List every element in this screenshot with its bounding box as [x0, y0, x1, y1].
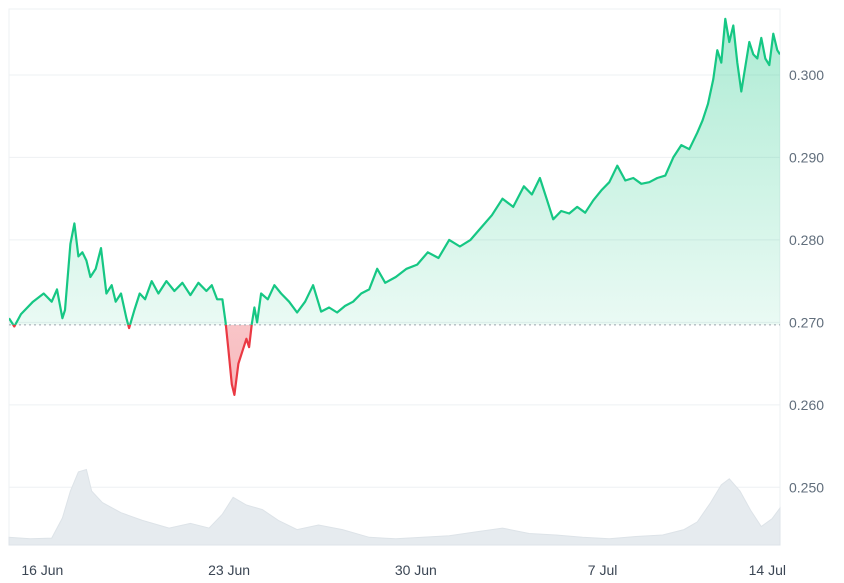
- volume-shape: [8, 468, 781, 546]
- area-above-baseline: [9, 18, 780, 325]
- y-tick-label: 0.250: [789, 479, 824, 495]
- y-tick-label: 0.270: [789, 314, 824, 330]
- x-tick-label: 16 Jun: [21, 562, 63, 578]
- x-tick-label: 30 Jun: [395, 562, 437, 578]
- y-tick-label: 0.300: [789, 67, 824, 83]
- y-axis-ticks: 0.250 0.260 0.270 0.280 0.290 0.300: [789, 67, 824, 495]
- x-tick-label: 23 Jun: [208, 562, 250, 578]
- y-tick-label: 0.280: [789, 232, 824, 248]
- area-below-baseline: [13, 324, 252, 395]
- x-tick-label: 14 Jul: [749, 562, 786, 578]
- x-tick-label: 7 Jul: [588, 562, 618, 578]
- price-area: [9, 18, 780, 395]
- price-line-above: [9, 17, 780, 325]
- y-tick-label: 0.290: [789, 149, 824, 165]
- x-axis-ticks: 16 Jun 23 Jun 30 Jun 7 Jul 14 Jul: [21, 562, 786, 578]
- volume-area: [8, 468, 781, 546]
- y-tick-label: 0.260: [789, 397, 824, 413]
- price-line: [9, 17, 780, 396]
